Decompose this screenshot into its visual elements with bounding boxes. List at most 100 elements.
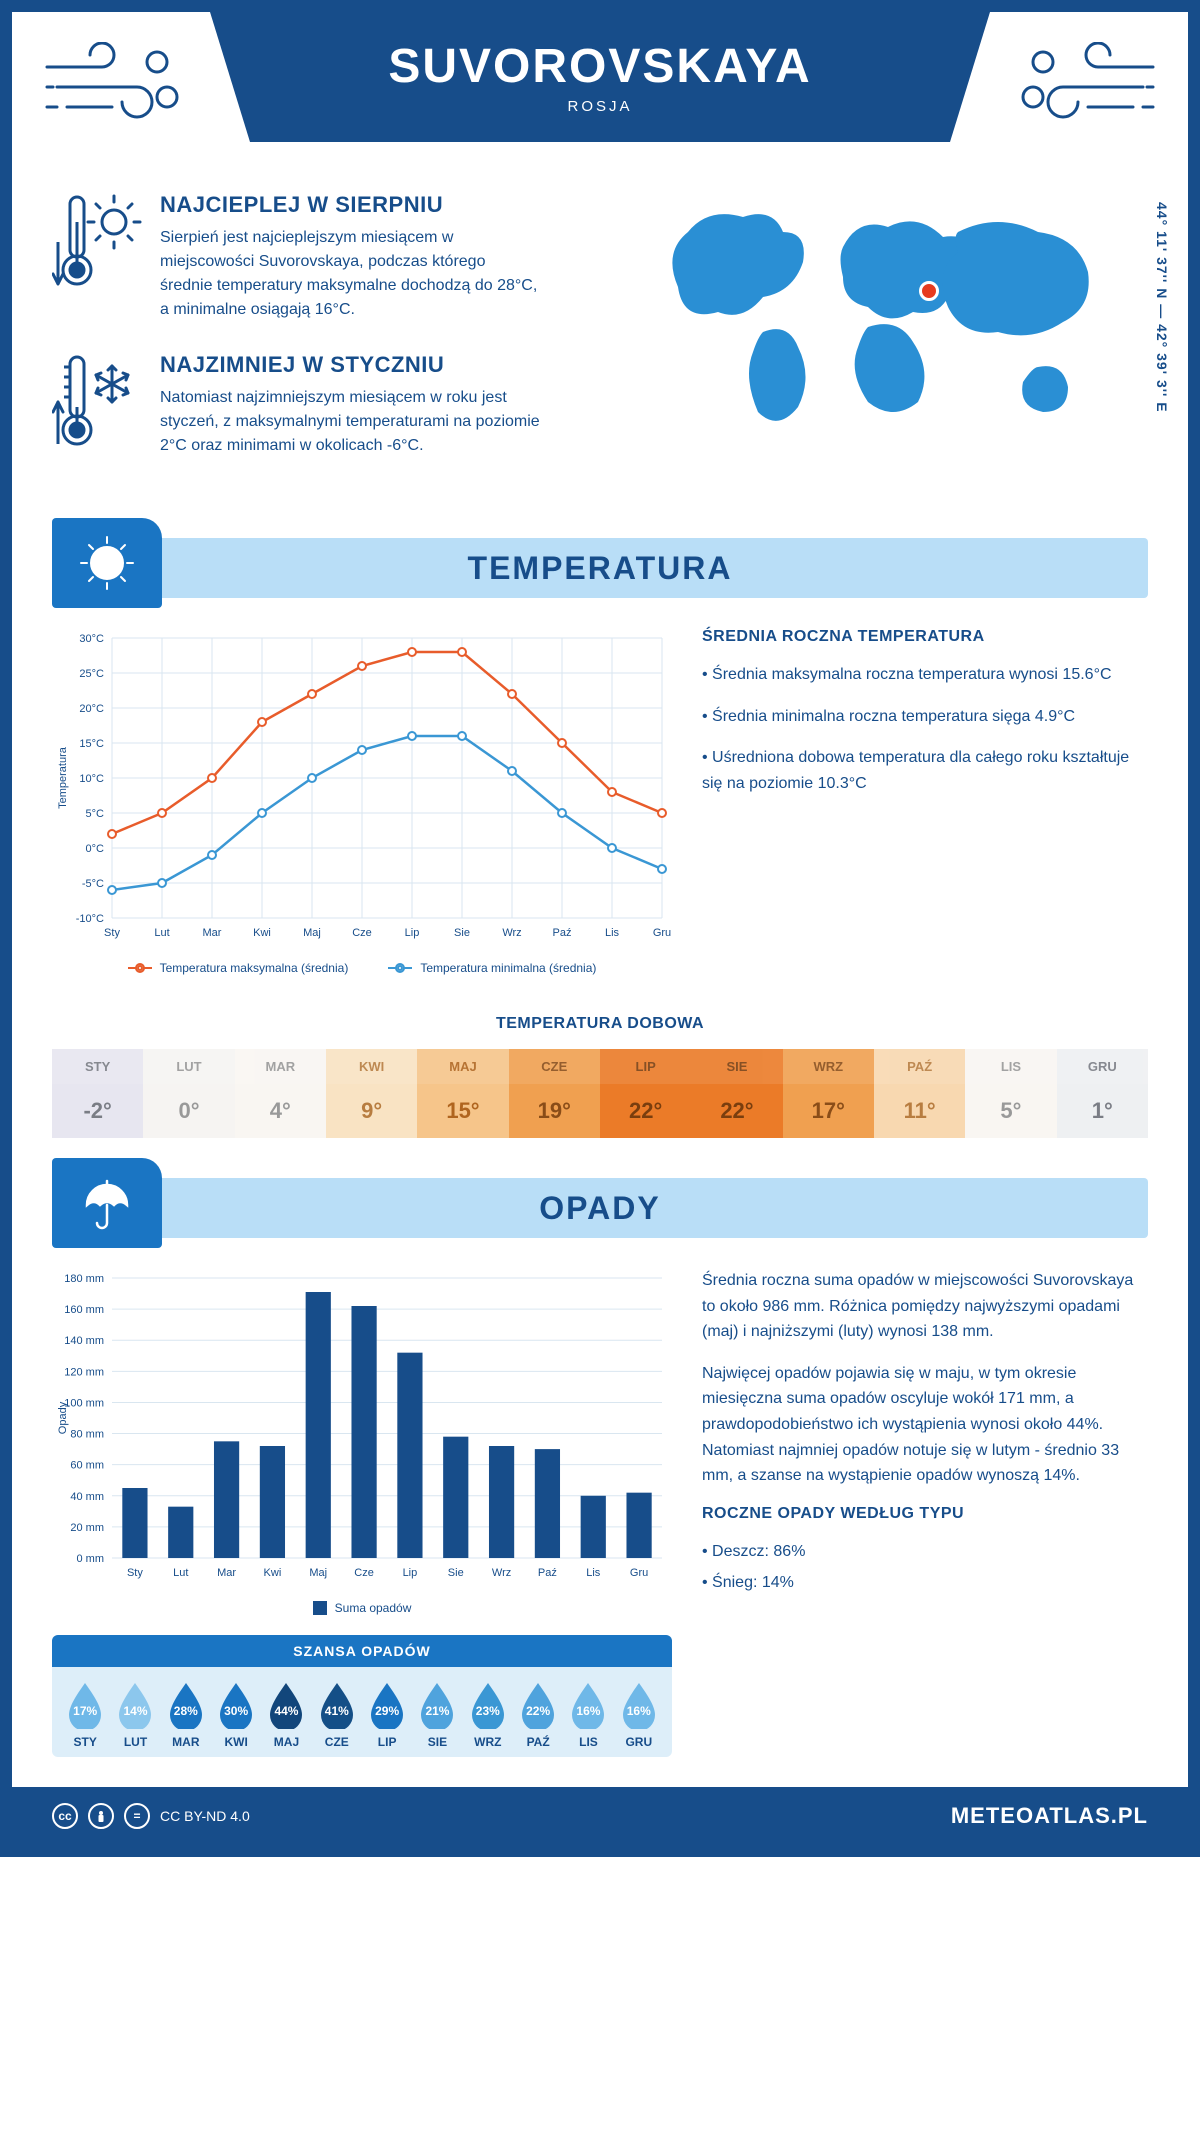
svg-text:80 mm: 80 mm (70, 1429, 104, 1441)
rain-chance-cell: 44%MAJ (261, 1681, 311, 1749)
svg-text:0°C: 0°C (86, 843, 105, 855)
rain-chance-cell: 21%SIE (412, 1681, 462, 1749)
rain-drop-icon: 21% (417, 1681, 457, 1729)
svg-text:Mar: Mar (203, 927, 222, 939)
world-map-box: 44° 11' 37'' N — 42° 39' 3'' E (648, 192, 1148, 488)
svg-text:40 mm: 40 mm (70, 1491, 104, 1503)
world-map-icon (648, 192, 1108, 452)
svg-text:Lis: Lis (605, 927, 620, 939)
section-title-rain: OPADY (539, 1190, 660, 1227)
rain-chance-heading: SZANSA OPADÓW (52, 1635, 672, 1667)
rain-chance-cell: 16%GRU (614, 1681, 664, 1749)
svg-text:5°C: 5°C (86, 808, 105, 820)
precipitation-bar-chart: 0 mm20 mm40 mm60 mm80 mm100 mm120 mm140 … (52, 1268, 672, 1615)
rain-chance-cell: 29%LIP (362, 1681, 412, 1749)
nd-icon: = (124, 1803, 150, 1829)
rain-drop-icon: 23% (468, 1681, 508, 1729)
intro-row: NAJCIEPLEJ W SIERPNIU Sierpień jest najc… (12, 192, 1188, 518)
temp-summary-heading: ŚREDNIA ROCZNA TEMPERATURA (702, 628, 1148, 646)
daily-temp-cell: PAŹ11° (874, 1049, 965, 1138)
daily-temp-table: STY-2°LUT0°MAR4°KWI9°MAJ15°CZE19°LIP22°S… (52, 1049, 1148, 1138)
svg-text:Sty: Sty (104, 927, 120, 939)
rain-chance-cell: 14%LUT (110, 1681, 160, 1749)
svg-text:25°C: 25°C (79, 668, 104, 680)
daily-temp-cell: LIS5° (965, 1049, 1056, 1138)
by-icon (88, 1803, 114, 1829)
rain-type-bullet: • Śnieg: 14% (702, 1570, 1148, 1596)
svg-text:Sty: Sty (127, 1567, 143, 1579)
footer: cc = CC BY-ND 4.0 METEOATLAS.PL (12, 1787, 1188, 1845)
svg-text:Maj: Maj (309, 1567, 327, 1579)
temp-bullet: • Średnia maksymalna roczna temperatura … (702, 662, 1148, 688)
svg-text:Lip: Lip (403, 1567, 418, 1579)
coordinates-text: 44° 11' 37'' N — 42° 39' 3'' E (1154, 202, 1170, 413)
legend-bar-label: Suma opadów (335, 1601, 412, 1615)
rain-drop-icon: 14% (115, 1681, 155, 1729)
license-block: cc = CC BY-ND 4.0 (52, 1803, 250, 1829)
svg-text:Paź: Paź (553, 927, 572, 939)
svg-text:Gru: Gru (653, 927, 671, 939)
rain-drop-icon: 17% (65, 1681, 105, 1729)
rain-drop-icon: 44% (266, 1681, 306, 1729)
daily-temp-cell: KWI9° (326, 1049, 417, 1138)
rain-summary-p2: Najwięcej opadów pojawia się w maju, w t… (702, 1361, 1148, 1489)
umbrella-tab-icon (52, 1158, 162, 1248)
rain-chance-cell: 41%CZE (312, 1681, 362, 1749)
rain-drop-icon: 16% (568, 1681, 608, 1729)
title-banner: SUVOROVSKAYA ROSJA (250, 12, 950, 142)
section-title-temperature: TEMPERATURA (468, 550, 733, 587)
svg-text:20°C: 20°C (79, 703, 104, 715)
svg-text:Lis: Lis (586, 1567, 601, 1579)
svg-text:Kwi: Kwi (264, 1567, 282, 1579)
rain-chance-cell: 22%PAŹ (513, 1681, 563, 1749)
rain-drop-icon: 30% (216, 1681, 256, 1729)
daily-temp-cell: LUT0° (143, 1049, 234, 1138)
svg-text:Opady: Opady (57, 1401, 69, 1434)
svg-text:Lut: Lut (154, 927, 169, 939)
svg-text:-10°C: -10°C (76, 913, 104, 925)
svg-text:Cze: Cze (354, 1567, 374, 1579)
daily-temp-cell: MAJ15° (417, 1049, 508, 1138)
svg-text:Cze: Cze (352, 927, 372, 939)
hottest-heading: NAJCIEPLEJ W SIERPNIU (160, 192, 540, 218)
daily-temp-cell: STY-2° (52, 1049, 143, 1138)
rain-drop-icon: 28% (166, 1681, 206, 1729)
temperature-line-chart: -10°C-5°C0°C5°C10°C15°C20°C25°C30°CTempe… (52, 628, 672, 975)
rain-drop-icon: 16% (619, 1681, 659, 1729)
rain-chance-cell: 30%KWI (211, 1681, 261, 1749)
svg-text:140 mm: 140 mm (64, 1335, 104, 1347)
thermometer-snow-icon (52, 352, 142, 452)
svg-text:180 mm: 180 mm (64, 1273, 104, 1285)
rain-type-bullet: • Deszcz: 86% (702, 1539, 1148, 1565)
hottest-text: Sierpień jest najcieplejszym miesiącem w… (160, 226, 540, 322)
rain-drop-icon: 22% (518, 1681, 558, 1729)
svg-text:Lut: Lut (173, 1567, 188, 1579)
svg-text:0 mm: 0 mm (77, 1553, 105, 1565)
rain-chance-cell: 23%WRZ (463, 1681, 513, 1749)
svg-text:100 mm: 100 mm (64, 1397, 104, 1409)
svg-text:Lip: Lip (405, 927, 420, 939)
hottest-block: NAJCIEPLEJ W SIERPNIU Sierpień jest najc… (52, 192, 618, 322)
daily-temp-cell: SIE22° (691, 1049, 782, 1138)
svg-text:15°C: 15°C (79, 738, 104, 750)
rain-chance-box: SZANSA OPADÓW 17%STY14%LUT28%MAR30%KWI44… (52, 1635, 672, 1757)
rain-chance-cell: 16%LIS (563, 1681, 613, 1749)
wind-icon-right (1018, 42, 1158, 132)
svg-text:Maj: Maj (303, 927, 321, 939)
section-header-temperature: TEMPERATURA (52, 538, 1148, 598)
precipitation-summary: Średnia roczna suma opadów w miejscowośc… (702, 1268, 1148, 1757)
legend-min-label: Temperatura minimalna (średnia) (420, 961, 596, 975)
wind-icon-left (42, 42, 182, 132)
section-header-rain: OPADY (52, 1178, 1148, 1238)
rain-drop-icon: 29% (367, 1681, 407, 1729)
header: SUVOROVSKAYA ROSJA (12, 12, 1188, 192)
svg-text:30°C: 30°C (79, 633, 104, 645)
temp-bullet: • Uśredniona dobowa temperatura dla całe… (702, 745, 1148, 796)
license-text: CC BY-ND 4.0 (160, 1808, 250, 1824)
rain-drop-icon: 41% (317, 1681, 357, 1729)
page-title: SUVOROVSKAYA (388, 39, 811, 94)
legend-max-label: Temperatura maksymalna (średnia) (160, 961, 349, 975)
brand-text: METEOATLAS.PL (951, 1803, 1148, 1829)
coldest-text: Natomiast najzimniejszym miesiącem w rok… (160, 386, 540, 458)
svg-text:Temperatura: Temperatura (57, 746, 69, 809)
